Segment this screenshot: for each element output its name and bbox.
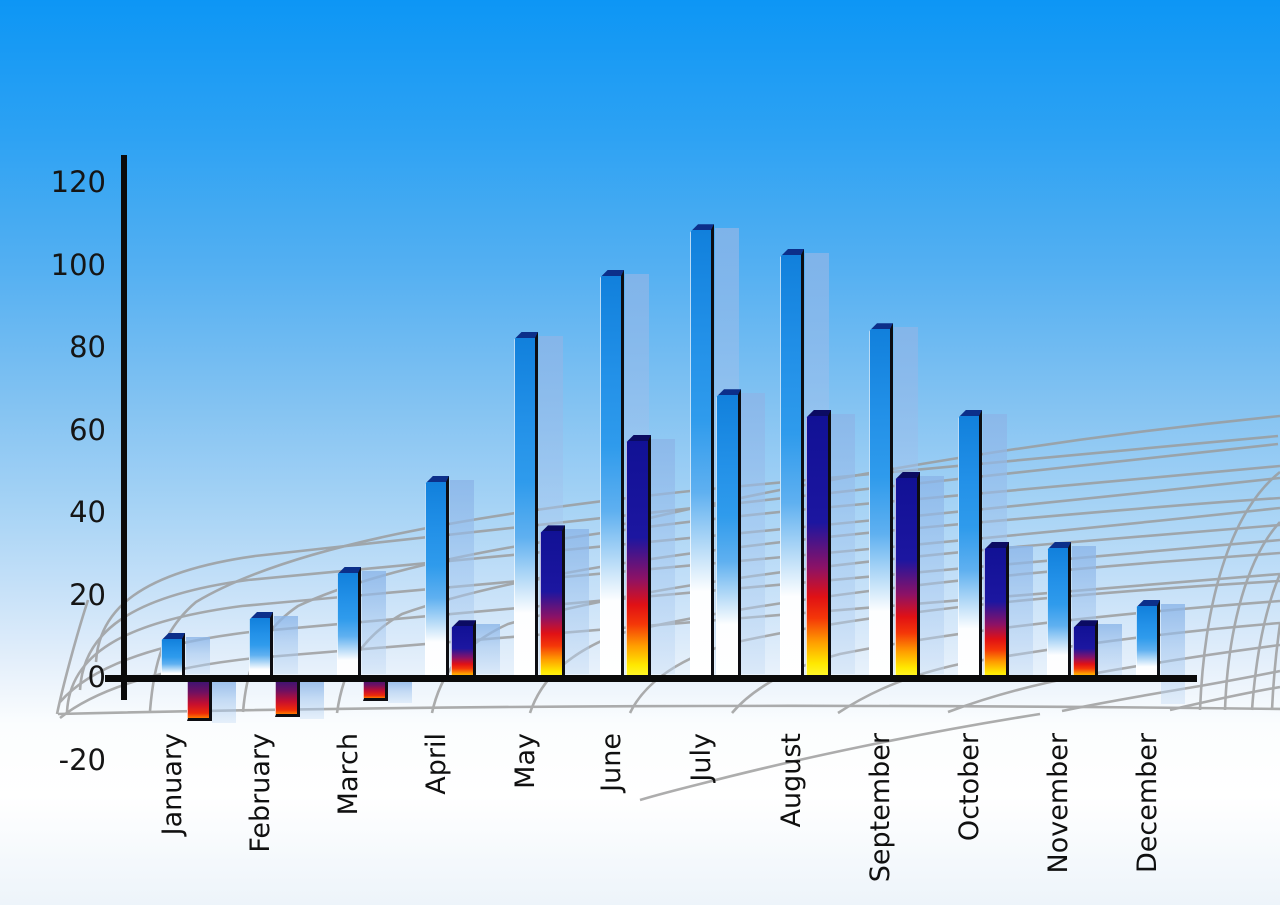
bar-may-primary [514, 331, 538, 682]
y-tick-label--20: -20 [58, 742, 106, 777]
grid-line [78, 476, 1280, 691]
bar-echo-may-secondary [565, 529, 589, 674]
bar-december-primary [1136, 599, 1160, 682]
bar-april-secondary [451, 620, 476, 682]
bar-september-primary [869, 323, 893, 682]
grid-line [55, 599, 90, 715]
bar-echo-july-secondary [741, 393, 765, 674]
x-label-september: September [865, 733, 896, 883]
bar-echo-march-primary [362, 570, 386, 674]
bar-june-secondary [626, 434, 651, 682]
bar-november-secondary [1073, 620, 1098, 682]
y-axis-line [121, 155, 127, 700]
bar-echo-october-secondary [1009, 545, 1033, 676]
grid-line [1250, 573, 1280, 711]
bar-june-primary [600, 269, 624, 682]
grid-line [1270, 623, 1280, 711]
x-label-november: November [1043, 733, 1074, 874]
x-label-july: July [686, 733, 717, 782]
bar-echo-september-secondary [920, 475, 944, 674]
bar-echo-january-secondary [212, 682, 236, 724]
bar-september-secondary [895, 471, 920, 682]
x-label-may: May [510, 733, 541, 789]
bar-echo-november-secondary [1098, 624, 1122, 680]
grid-line [619, 414, 1280, 527]
bar-echo-january-primary [186, 636, 210, 674]
bar-march-secondary [363, 678, 388, 701]
bar-october-primary [958, 409, 982, 682]
x-label-february: February [245, 733, 276, 853]
x-label-january: January [157, 733, 188, 836]
grid-line [1223, 521, 1280, 711]
bar-october-secondary [984, 541, 1009, 682]
bar-echo-march-secondary [388, 682, 412, 703]
bar-echo-february-primary [274, 616, 298, 674]
x-label-june: June [596, 733, 627, 792]
y-tick-label-20: 20 [69, 577, 106, 612]
x-label-march: March [333, 733, 364, 816]
bar-november-primary [1047, 541, 1071, 682]
bar-february-secondary [275, 678, 300, 718]
bar-august-secondary [806, 409, 831, 682]
y-tick-label-120: 120 [50, 165, 106, 199]
x-label-october: October [954, 733, 985, 842]
bar-march-primary [337, 566, 361, 682]
grid-line [57, 704, 1280, 716]
y-tick-label-80: 80 [69, 330, 106, 364]
bar-echo-august-secondary [831, 413, 855, 674]
grid-line [1198, 470, 1280, 711]
bar-july-secondary [716, 389, 741, 682]
y-tick-label-100: 100 [50, 247, 106, 282]
grid-line [65, 506, 1280, 713]
bar-july-primary [690, 224, 714, 682]
bar-echo-june-secondary [651, 438, 675, 674]
bar-january-secondary [187, 678, 212, 722]
bar-may-secondary [540, 525, 565, 682]
x-label-december: December [1132, 733, 1163, 874]
x-label-april: April [421, 733, 452, 795]
y-tick-label-0: 0 [87, 660, 106, 694]
bar-january-primary [161, 632, 185, 682]
x-label-august: August [776, 733, 807, 828]
grid-line [639, 712, 1041, 802]
bar-august-primary [780, 249, 804, 682]
bar-echo-december-primary [1161, 603, 1185, 704]
bar-april-primary [425, 475, 449, 682]
y-tick-label-40: 40 [69, 495, 106, 529]
bar-echo-february-secondary [300, 682, 324, 720]
bar-echo-april-secondary [476, 624, 500, 674]
x-axis-line [105, 675, 1197, 682]
y-tick-label-60: 60 [69, 412, 106, 447]
bar-february-primary [249, 612, 273, 682]
